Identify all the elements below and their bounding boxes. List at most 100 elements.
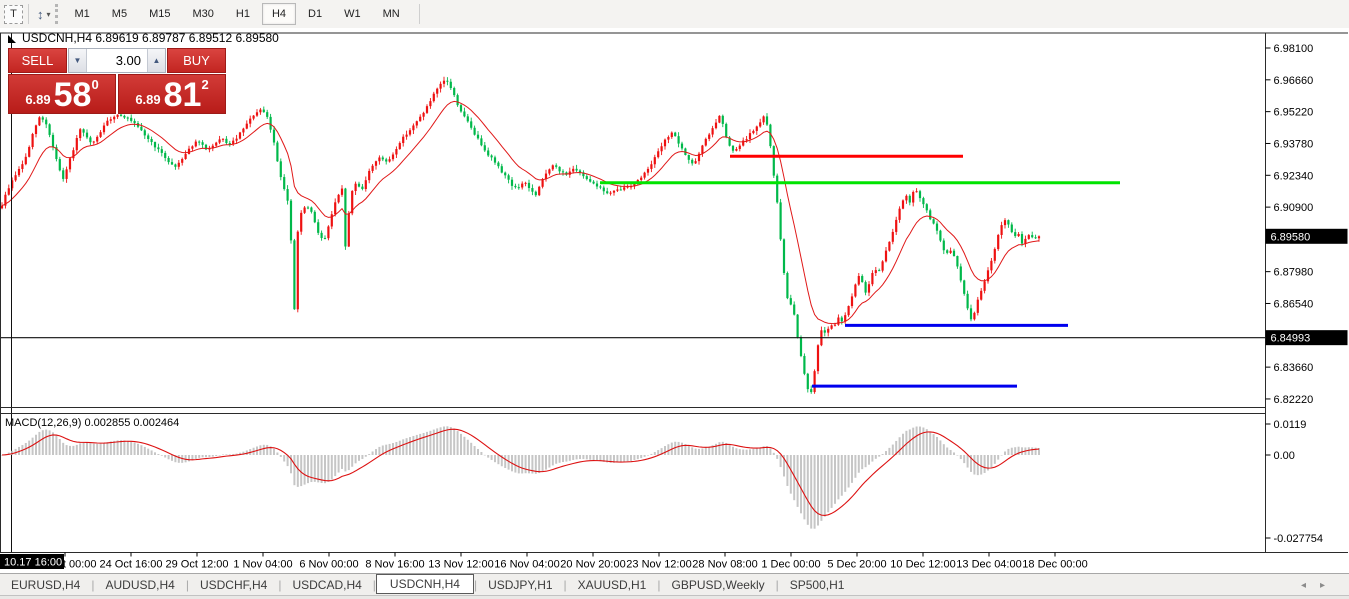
svg-text:8 Nov 16:00: 8 Nov 16:00 bbox=[365, 559, 424, 571]
svg-text:5 Dec 20:00: 5 Dec 20:00 bbox=[827, 559, 886, 571]
svg-text:6.98100: 6.98100 bbox=[1274, 43, 1314, 55]
timeframe-button-d1[interactable]: D1 bbox=[308, 8, 323, 20]
timeframe-button-h1[interactable]: H1 bbox=[235, 8, 250, 20]
tab-scroll-arrows-icon[interactable]: ◂▸ bbox=[1300, 579, 1339, 591]
timeframe-button-m5[interactable]: M5 bbox=[111, 8, 128, 20]
price-chart[interactable]: 6.98100 6.96660 6.95220 6.93780 6.92340 6.909… bbox=[0, 28, 1349, 573]
svg-text:20 Nov 20:00: 20 Nov 20:00 bbox=[560, 559, 625, 571]
tab-audusd-h4[interactable]: AUDUSD,H4 bbox=[105, 578, 175, 592]
svg-text:6.82220: 6.82220 bbox=[1274, 394, 1314, 406]
svg-text:6.86540: 6.86540 bbox=[1274, 298, 1314, 310]
tab-separator: | bbox=[185, 578, 189, 592]
svg-text:13 Dec 04:00: 13 Dec 04:00 bbox=[956, 559, 1021, 571]
svg-text:0.00: 0.00 bbox=[1274, 450, 1295, 462]
svg-text:6.84993: 6.84993 bbox=[1271, 333, 1311, 345]
svg-text:6.93780: 6.93780 bbox=[1274, 138, 1314, 150]
svg-text:6.92340: 6.92340 bbox=[1274, 170, 1314, 182]
timeframe-button-m30[interactable]: M30 bbox=[192, 8, 214, 20]
timeframe-button-w1[interactable]: W1 bbox=[344, 8, 361, 20]
move-tool-icon[interactable]: ↕ bbox=[37, 6, 44, 22]
svg-text:10 Dec 12:00: 10 Dec 12:00 bbox=[890, 559, 955, 571]
tab-usdcad-h4[interactable]: USDCAD,H4 bbox=[292, 578, 362, 592]
sell-price-button[interactable]: 6.89 58 0 bbox=[8, 74, 116, 114]
toolbar-grip[interactable] bbox=[54, 4, 58, 24]
tab-usdcnh-h4[interactable]: USDCNH,H4 bbox=[375, 574, 474, 594]
sell-button[interactable]: SELL bbox=[8, 48, 67, 73]
chart-area[interactable]: 6.98100 6.96660 6.95220 6.93780 6.92340 6.909… bbox=[0, 28, 1349, 573]
svg-text:6.83660: 6.83660 bbox=[1274, 362, 1314, 374]
svg-text:28 Nov 08:00: 28 Nov 08:00 bbox=[692, 559, 757, 571]
tab-separator: | bbox=[775, 578, 779, 592]
svg-text:6.95220: 6.95220 bbox=[1274, 107, 1314, 119]
tab-xauusd-h1[interactable]: XAUUSD,H1 bbox=[577, 578, 647, 592]
status-strip bbox=[0, 595, 1349, 599]
timeframe-toolbar: T ↕ ▾ M1 M5 M15 M30 H1 H4 D1 W1 MN bbox=[0, 0, 1349, 29]
crosshair-price-badge bbox=[1265, 330, 1348, 346]
buy-price-prefix: 6.89 bbox=[135, 92, 161, 107]
volume-stepper: ▼ 3.00 ▲ bbox=[68, 48, 166, 73]
svg-text:13 Nov 12:00: 13 Nov 12:00 bbox=[428, 559, 493, 571]
macd-histogram bbox=[1, 426, 1040, 529]
buy-price-point: 2 bbox=[201, 77, 209, 92]
price-axis-background bbox=[1266, 28, 1349, 573]
svg-text:6.96660: 6.96660 bbox=[1274, 75, 1314, 87]
toolbar-separator bbox=[418, 4, 420, 24]
tab-eurusd-h4[interactable]: EURUSD,H4 bbox=[11, 578, 81, 592]
sell-price-prefix: 6.89 bbox=[25, 92, 51, 107]
tab-separator: | bbox=[563, 578, 567, 592]
timeframe-button-m15[interactable]: M15 bbox=[149, 8, 171, 20]
svg-text:-0.027754: -0.027754 bbox=[1274, 533, 1324, 545]
svg-text:0.0119: 0.0119 bbox=[1274, 419, 1307, 431]
svg-text:6.90900: 6.90900 bbox=[1274, 202, 1314, 214]
timeframe-buttons: M1 M5 M15 M30 H1 H4 D1 W1 MN bbox=[64, 3, 411, 25]
svg-text:1 Dec 00:00: 1 Dec 00:00 bbox=[761, 559, 820, 571]
buy-price-button[interactable]: 6.89 81 2 bbox=[118, 74, 226, 114]
svg-text:29 Oct 12:00: 29 Oct 12:00 bbox=[166, 559, 229, 571]
timeframe-button-h4[interactable]: H4 bbox=[261, 3, 297, 25]
tab-separator: | bbox=[278, 578, 282, 592]
time-axis: 20 Oct 00:00 24 Oct 16:00 29 Oct 12:00 1 No… bbox=[0, 552, 1088, 571]
current-price-badge bbox=[1265, 228, 1348, 244]
candlestick-series bbox=[0, 76, 1041, 394]
svg-text:16 Nov 04:00: 16 Nov 04:00 bbox=[494, 559, 559, 571]
chevron-down-icon[interactable]: ▾ bbox=[46, 9, 51, 19]
chart-tab-bar: EURUSD,H4 | AUDUSD,H4 | USDCHF,H4 | USDCAD,H4 |… bbox=[0, 573, 1349, 596]
svg-text:6.87980: 6.87980 bbox=[1274, 267, 1314, 279]
tab-gbpusd-weekly[interactable]: GBPUSD,Weekly bbox=[671, 578, 765, 592]
crosshair-time-badge bbox=[0, 554, 64, 569]
volume-decrease-button[interactable]: ▼ bbox=[69, 49, 87, 72]
sell-price-pips: 58 bbox=[53, 76, 92, 114]
svg-text:6 Nov 00:00: 6 Nov 00:00 bbox=[299, 559, 358, 571]
svg-text:6.89580: 6.89580 bbox=[1271, 231, 1311, 243]
timeframe-button-mn[interactable]: MN bbox=[382, 8, 400, 20]
svg-text:18 Dec 00:00: 18 Dec 00:00 bbox=[1022, 559, 1087, 571]
svg-text:23 Nov 12:00: 23 Nov 12:00 bbox=[626, 559, 691, 571]
buy-price-pips: 81 bbox=[163, 76, 202, 114]
one-click-trade-panel: SELL ▼ 3.00 ▲ BUY 6.89 58 0 6.89 81 2 bbox=[8, 48, 226, 114]
svg-text:1 Nov 04:00: 1 Nov 04:00 bbox=[233, 559, 292, 571]
toolbar-separator bbox=[28, 4, 29, 24]
tab-usdjpy-h1[interactable]: USDJPY,H1 bbox=[488, 578, 553, 592]
tab-sp500-h1[interactable]: SP500,H1 bbox=[789, 578, 845, 592]
volume-input[interactable]: 3.00 bbox=[115, 53, 141, 68]
svg-text:24 Oct 16:00: 24 Oct 16:00 bbox=[100, 559, 163, 571]
moving-average-line bbox=[1, 100, 1040, 325]
macd-signal-line bbox=[1, 428, 1040, 516]
tab-separator: | bbox=[473, 578, 478, 592]
chart-title: USDCNH,H4 6.89619 6.89787 6.89512 6.8958… bbox=[22, 31, 279, 45]
tab-separator: | bbox=[91, 578, 95, 592]
sell-price-point: 0 bbox=[91, 77, 99, 92]
chart-corner-icon bbox=[8, 35, 16, 43]
svg-text:10.17 16:00: 10.17 16:00 bbox=[4, 557, 62, 569]
crosshair bbox=[0, 33, 1265, 553]
volume-increase-button[interactable]: ▲ bbox=[147, 49, 165, 72]
buy-button[interactable]: BUY bbox=[167, 48, 226, 73]
tab-usdchf-h4[interactable]: USDCHF,H4 bbox=[199, 578, 268, 592]
macd-indicator-label: MACD(12,26,9) 0.002855 0.002464 bbox=[5, 417, 180, 429]
chart-background bbox=[0, 28, 1349, 573]
tab-separator: | bbox=[657, 578, 661, 592]
text-tool-icon[interactable]: T bbox=[4, 4, 23, 24]
price-axis: 6.98100 6.96660 6.95220 6.93780 6.92340 6.909… bbox=[1265, 43, 1348, 545]
timeframe-button-m1[interactable]: M1 bbox=[74, 8, 90, 20]
